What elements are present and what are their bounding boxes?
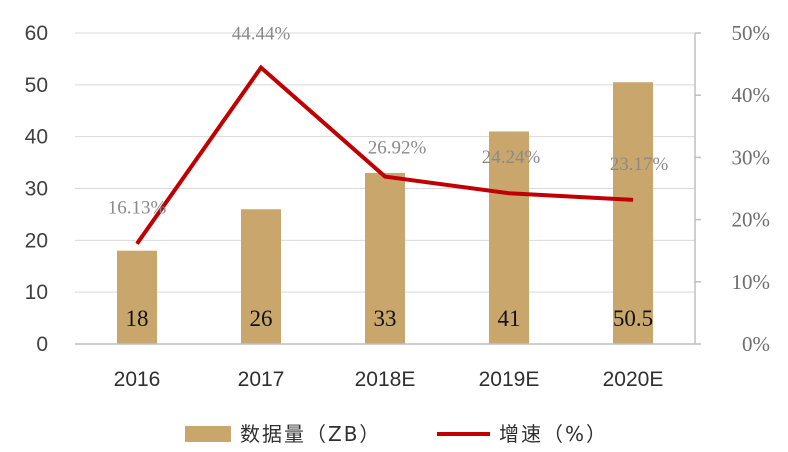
right-axis-ticks: 0% 10% 20% 30% 40% 50% [732,21,771,356]
legend-bar-label: 数据量（ZB） [240,422,381,446]
category-label: 2018E [355,368,416,391]
bar-value-label: 33 [374,306,397,331]
left-tick-label: 0 [36,333,48,356]
bar-value-label: 50.5 [613,306,653,331]
legend-bar-swatch [185,426,231,442]
line-labels: 16.13% 44.44% 26.92% 24.24% 23.17% [108,24,669,219]
left-tick-label: 40 [25,126,48,149]
line-point [508,192,510,194]
line-value-label: 44.44% [232,24,291,45]
legend: 数据量（ZB） 增速（%） [185,422,608,446]
category-axis-ticks: 2016 2017 2018E 2019E 2020E [114,368,664,391]
left-tick-label: 10 [25,281,48,304]
left-tick-label: 30 [25,178,48,201]
legend-line-label: 增速（%） [499,422,608,446]
line-value-label: 23.17% [610,154,669,175]
line-point [136,243,138,245]
line-value-label: 16.13% [108,198,167,219]
right-tick-label: 40% [732,83,771,107]
bar-labels: 18 26 33 41 50.5 [126,306,654,331]
bar [613,82,653,344]
bars [117,82,653,344]
line-point [260,67,262,69]
line-value-label: 26.92% [368,138,427,159]
left-axis-ticks: 0 10 20 30 40 50 60 [25,22,48,356]
line-point [384,176,386,178]
bar [489,131,529,344]
bar [241,209,281,344]
category-label: 2017 [238,368,285,391]
left-tick-label: 60 [25,22,48,45]
line-point [632,199,634,201]
category-label: 2016 [114,368,161,391]
bar [365,172,405,344]
bar-value-label: 18 [126,306,149,331]
right-tick-label: 30% [732,145,771,169]
line-value-label: 24.24% [482,147,541,168]
left-tick-label: 50 [25,74,48,97]
axes [75,32,701,345]
right-tick-label: 20% [732,208,771,232]
right-tick-label: 50% [732,21,771,45]
bar [117,250,157,344]
bar-value-label: 41 [498,306,521,331]
right-tick-label: 10% [732,270,771,294]
category-label: 2020E [603,368,664,391]
bar-value-label: 26 [250,306,273,331]
line-layer [135,64,634,245]
right-tick-label: 0% [742,332,770,356]
left-tick-label: 20 [25,229,48,252]
category-label: 2019E [479,368,540,391]
